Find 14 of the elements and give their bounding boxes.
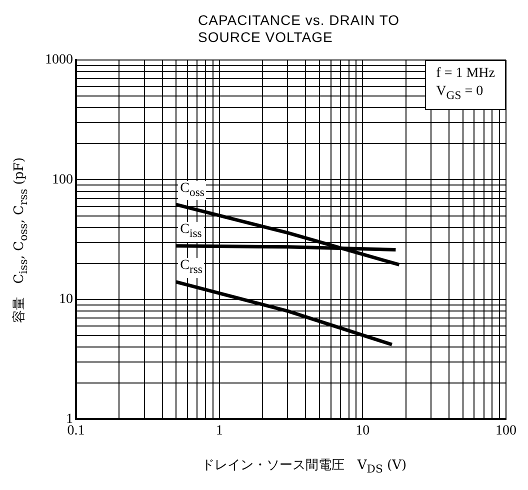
y-tick-label: 1000 — [45, 52, 73, 68]
series-label: C$_{oss}$ — [178, 180, 206, 200]
x-tick-label: 100 — [496, 423, 516, 438]
x-axis-title: ドレイン・ソース間電圧 V$_{DS}$ (V) — [200, 457, 408, 476]
y-tick-label: 10 — [59, 292, 73, 308]
x-tick-label: 0.1 — [67, 423, 85, 438]
x-tick-label: 10 — [356, 423, 370, 438]
x-tick-label: 1 — [216, 423, 223, 438]
annotation: V$_{GS}$ = 0 — [436, 83, 484, 104]
y-tick-label: 100 — [52, 172, 73, 188]
series-label: C$_{rss}$ — [178, 258, 204, 278]
series-label: C$_{iss}$ — [178, 222, 204, 242]
annotation: f = 1 MHz — [436, 65, 495, 83]
chart-title: CAPACITANCE vs. DRAIN TO SOURCE VOLTAGE — [198, 12, 401, 46]
